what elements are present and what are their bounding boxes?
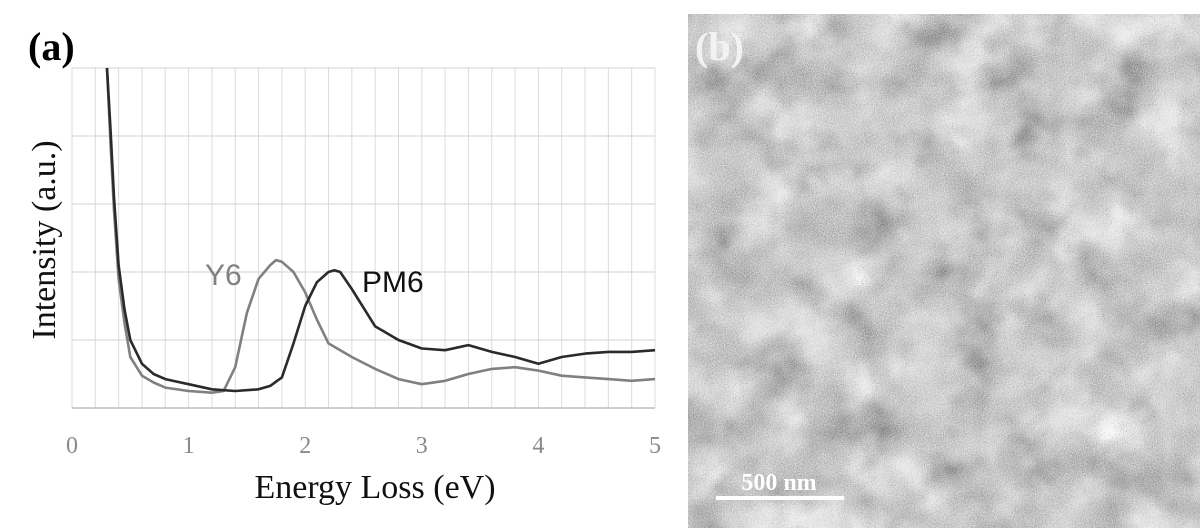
x-tick-labels: 0 1 2 3 4 5 bbox=[66, 433, 661, 459]
scalebar bbox=[716, 496, 844, 500]
scalebar-label: 500 nm bbox=[741, 470, 816, 496]
x-tick-label: 4 bbox=[532, 433, 544, 459]
series-label-pm6: PM6 bbox=[362, 266, 424, 299]
x-tick-label: 1 bbox=[183, 433, 195, 459]
panel-b-label: (b) bbox=[695, 24, 744, 69]
series-line-pm6 bbox=[105, 67, 656, 393]
plot-grid bbox=[71, 67, 656, 408]
x-tick-label: 3 bbox=[416, 433, 428, 459]
x-tick-label: 0 bbox=[66, 433, 78, 459]
x-axis-title: Energy Loss (eV) bbox=[254, 469, 495, 506]
y-axis-title: Intensity (a.u.) bbox=[26, 140, 63, 339]
micrograph-texture bbox=[688, 14, 1200, 528]
series-label-y6: Y6 bbox=[205, 259, 242, 292]
micrograph-panel bbox=[688, 14, 1200, 528]
x-tick-label: 5 bbox=[649, 433, 661, 459]
series-lines bbox=[105, 67, 656, 394]
panel-a-label: (a) bbox=[28, 24, 75, 69]
series-line-y6 bbox=[105, 67, 656, 394]
x-tick-label: 2 bbox=[299, 433, 311, 459]
